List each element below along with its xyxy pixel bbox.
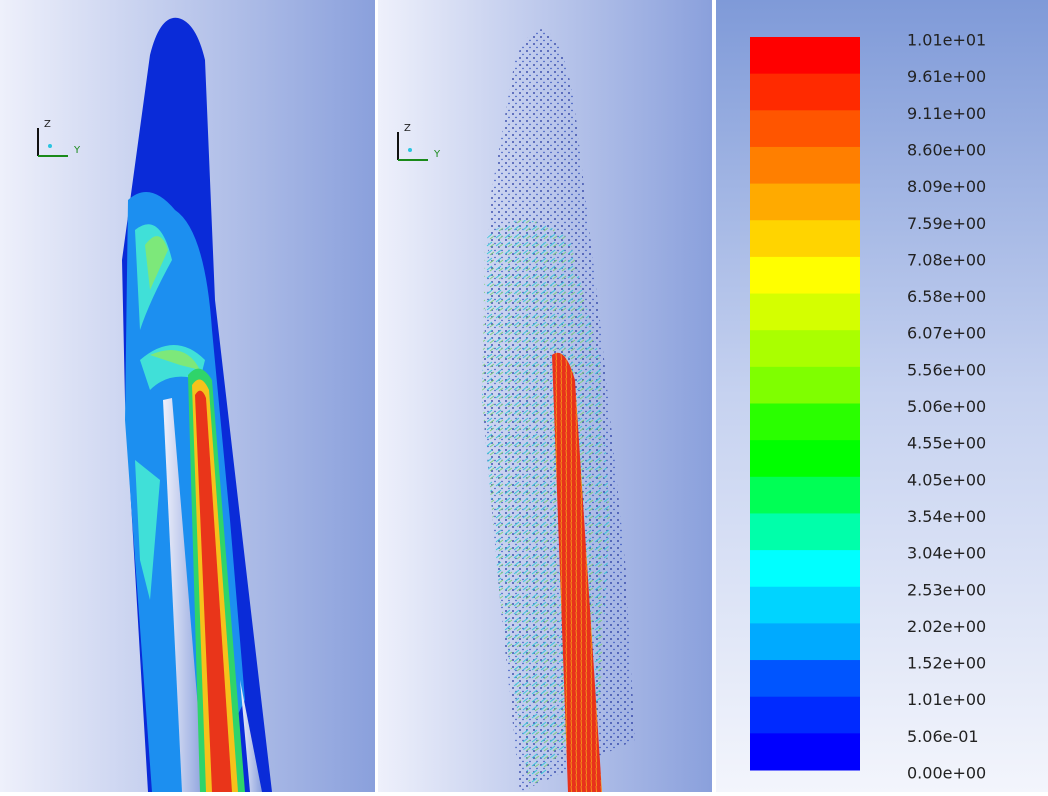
legend-band: [750, 623, 860, 660]
legend-band: [750, 404, 860, 441]
legend-label: 1.52e+00: [907, 654, 986, 673]
legend-band: [750, 477, 860, 514]
legend-label: 3.04e+00: [907, 544, 986, 563]
legend-label: 1.01e+01: [907, 31, 986, 50]
legend-band: [750, 367, 860, 404]
legend-label: 5.56e+00: [907, 360, 986, 379]
legend-label: 7.59e+00: [907, 214, 986, 233]
legend-band: [750, 147, 860, 184]
legend-label: 5.06e-01: [907, 727, 979, 746]
legend-band: [750, 330, 860, 367]
legend-label: 8.09e+00: [907, 177, 986, 196]
legend-label: 6.07e+00: [907, 324, 986, 343]
legend-band: [750, 74, 860, 111]
legend-label: 7.08e+00: [907, 250, 986, 269]
legend-label: 2.53e+00: [907, 580, 986, 599]
legend-band: [750, 733, 860, 770]
legend-label: 0.00e+00: [907, 764, 986, 783]
legend-band: [750, 294, 860, 331]
legend-band: [750, 184, 860, 221]
legend-band: [750, 110, 860, 147]
color-legend: 1.01e+01 9.61e+00 9.11e+00 8.60e+00 8.09e+00…: [716, 0, 1048, 792]
legend-label: 9.61e+00: [907, 67, 986, 86]
legend-label: 2.02e+00: [907, 617, 986, 636]
legend-band: [750, 37, 860, 74]
vector-panel: Z Y: [378, 0, 712, 792]
triad-label: Y: [433, 149, 441, 160]
legend-label: 5.06e+00: [907, 397, 986, 416]
triad-label: Y: [73, 145, 81, 156]
legend-label: 4.05e+00: [907, 470, 986, 489]
legend-band: [750, 697, 860, 734]
legend-band: [750, 257, 860, 294]
page: Z Y Z Y 1.01e+01 9.61e+00 9.11e+00 8.60e+00…: [0, 0, 1048, 792]
legend-label: 6.58e+00: [907, 287, 986, 306]
legend-label: 4.55e+00: [907, 434, 986, 453]
legend-band: [750, 440, 860, 477]
legend-label: 9.11e+00: [907, 104, 986, 123]
legend-label: 1.01e+00: [907, 690, 986, 709]
screenshot: Z Y Z Y 1.01e+01 9.61e+00 9.11e+00 8.60e+00…: [0, 0, 1048, 792]
triad-label: Z: [44, 119, 51, 130]
legend-band: [750, 587, 860, 624]
legend-label: 3.54e+00: [907, 507, 986, 526]
legend-band: [750, 513, 860, 550]
contour-panel: Z Y: [0, 0, 375, 792]
legend-band: [750, 660, 860, 697]
legend-band: [750, 550, 860, 587]
triad-label: Z: [404, 123, 411, 134]
legend-band: [750, 220, 860, 257]
legend-label: 8.60e+00: [907, 140, 986, 159]
